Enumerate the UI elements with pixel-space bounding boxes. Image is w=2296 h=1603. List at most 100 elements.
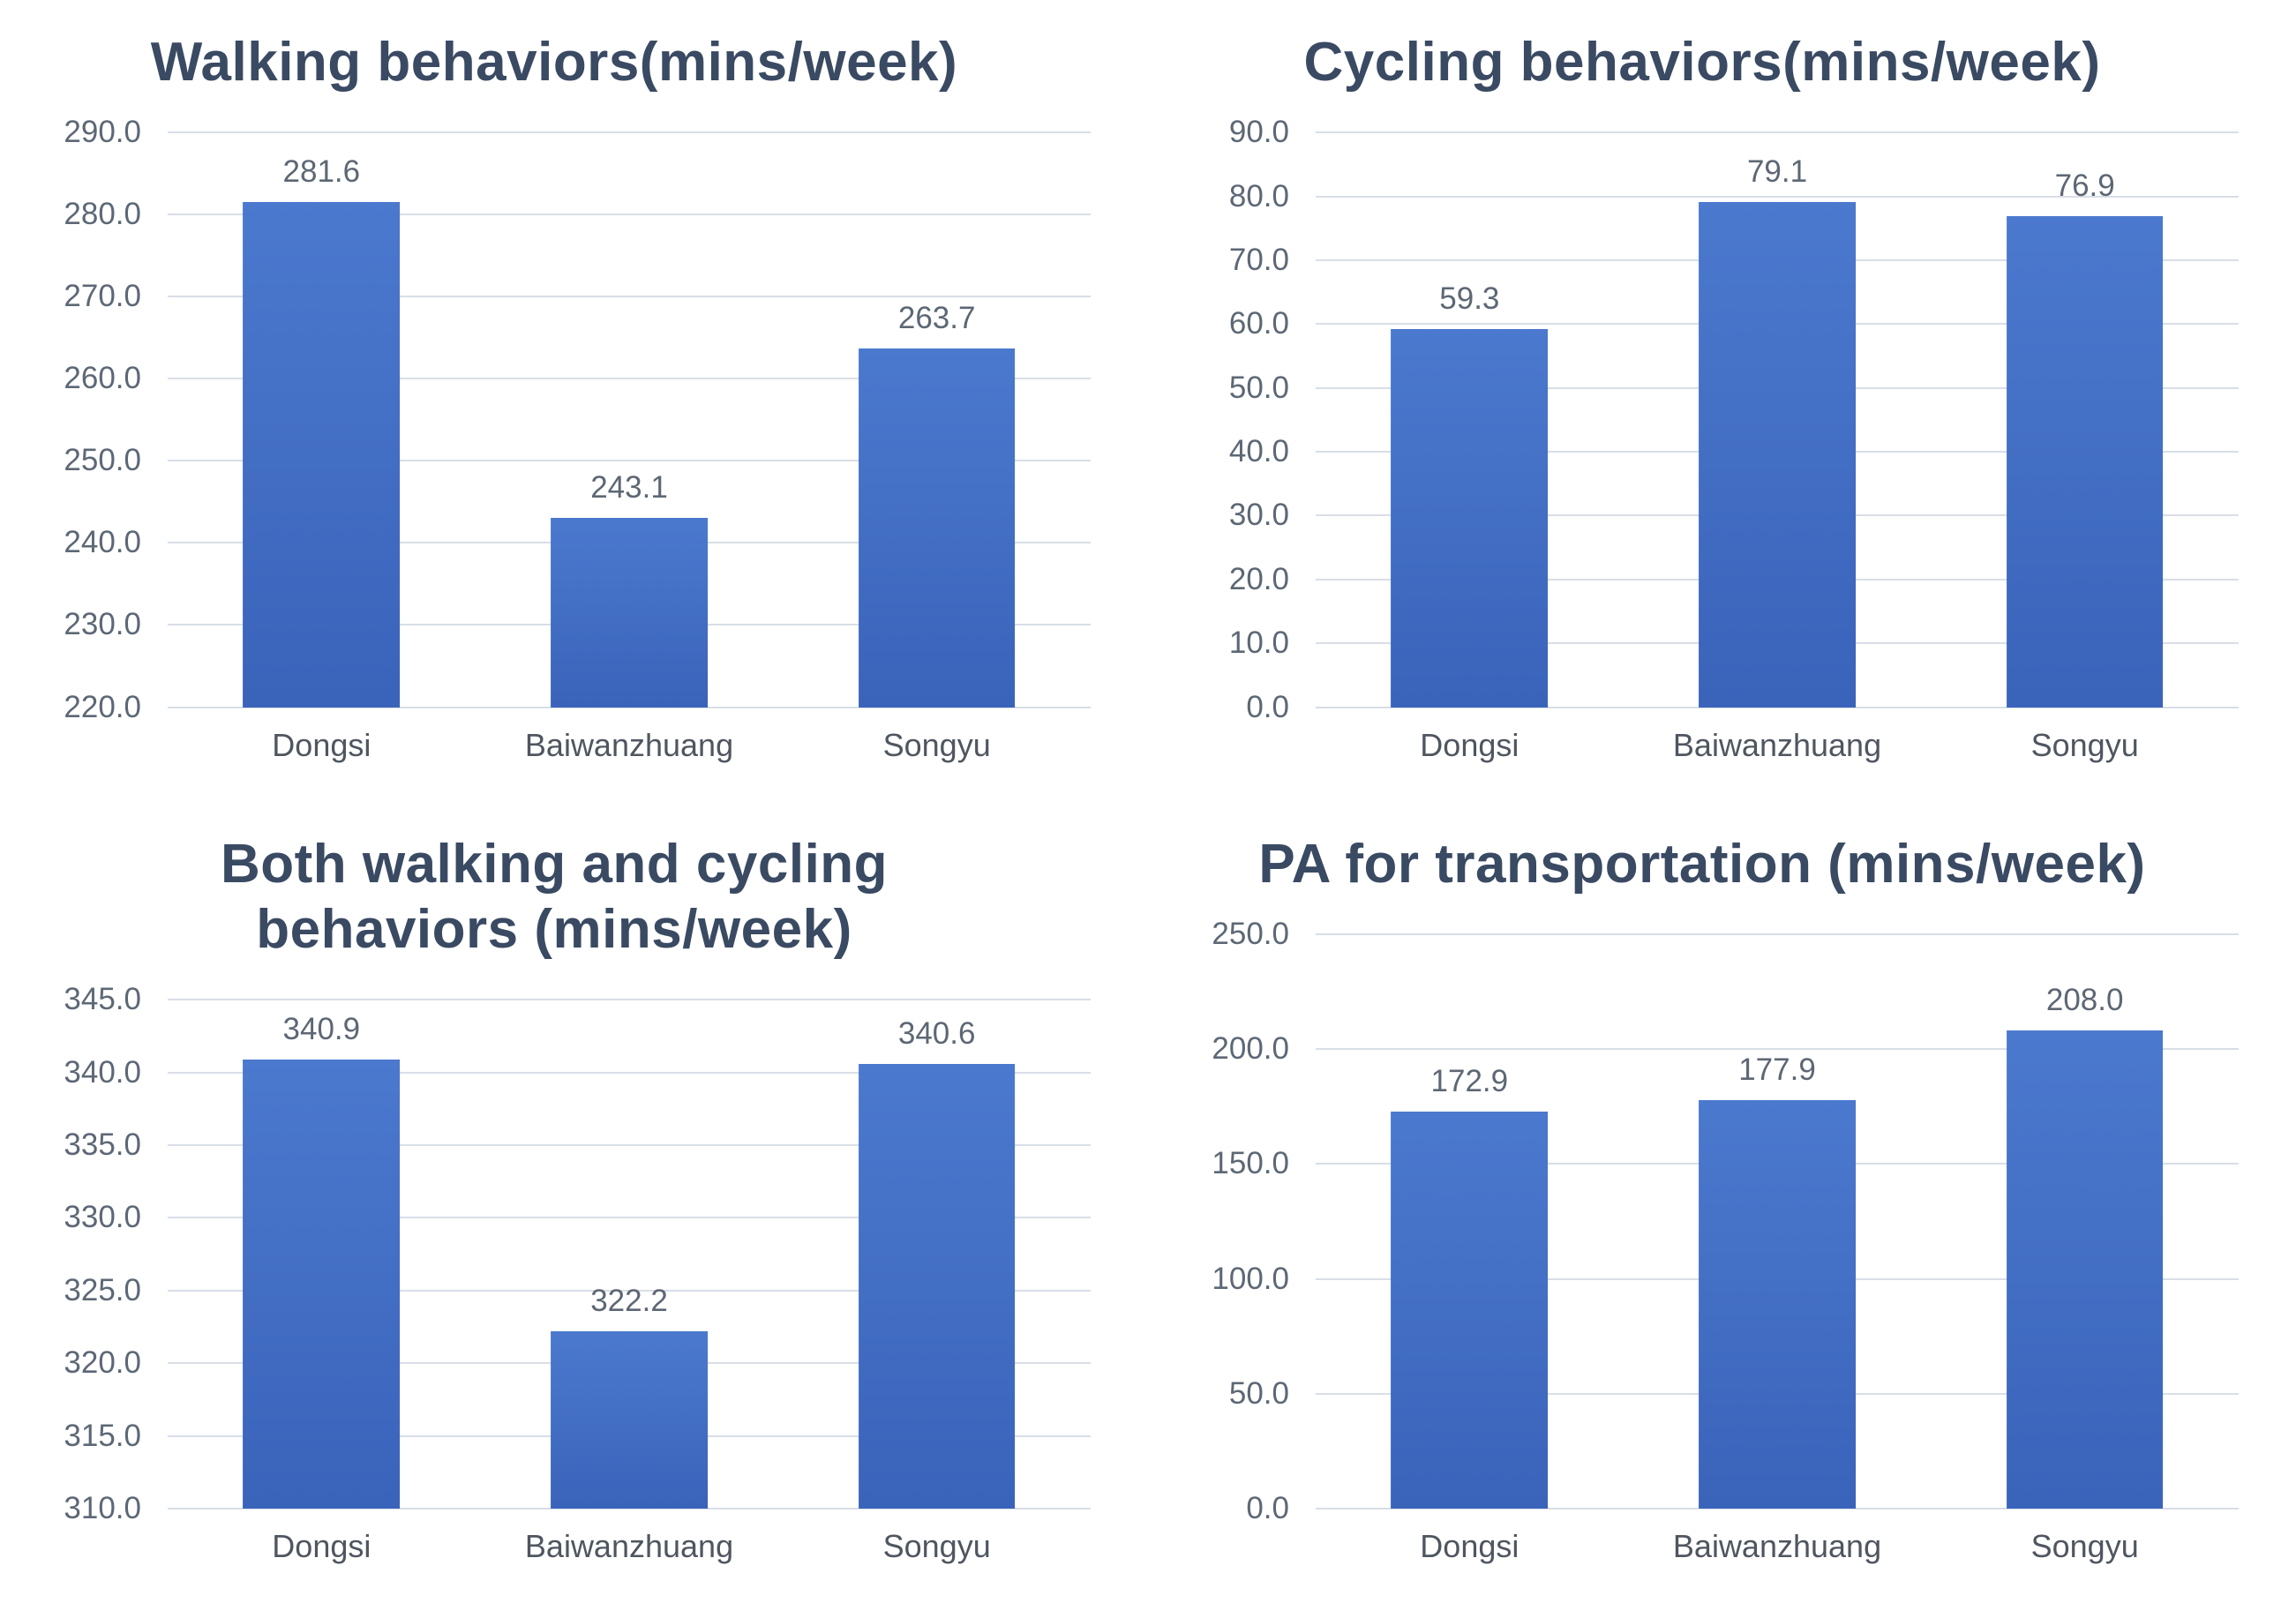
plot: 290.0 280.0 270.0 260.0 250.0 240.0 230.0 220.0… <box>18 115 1091 724</box>
category-label-baiwanzhuang: Baiwanzhuang <box>1672 726 1882 763</box>
gridline <box>168 1144 1091 1147</box>
y-axis-tick-label: 40.0 <box>1228 434 1289 469</box>
y-axis-tick-label: 320.0 <box>64 1345 141 1381</box>
y-axis-tick-label: 200.0 <box>1212 1031 1289 1067</box>
bar-slot: 76.9 <box>1931 132 2239 708</box>
x-axis: Dongsi Baiwanzhuang Songyu <box>1316 1509 2239 1581</box>
bar-songyu <box>858 348 1016 708</box>
y-axis-tick-label: 20.0 <box>1228 561 1289 596</box>
x-axis: Dongsi Baiwanzhuang Songyu <box>1316 708 2239 780</box>
category-label-dongsi: Dongsi <box>272 1528 371 1564</box>
y-axis-tick-label: 325.0 <box>64 1272 141 1307</box>
chart-title-line: Cycling behaviors(mins/week) <box>1303 32 2101 93</box>
chart-title: Walking behaviors(mins/week) <box>18 30 1091 95</box>
y-axis: 345.0 340.0 335.0 330.0 325.0 320.0 315.0 310.0 <box>18 982 168 1525</box>
bar-value-label: 322.2 <box>590 1283 668 1318</box>
category-label-songyu: Songyu <box>882 726 991 763</box>
bar-baiwanzhuang <box>1699 1099 1856 1509</box>
bar-dongsi <box>1391 328 1549 708</box>
category-label-songyu: Songyu <box>2030 726 2139 763</box>
bar-slot: 59.3 <box>1316 132 1624 708</box>
chart-title-line: PA for transportation (mins/week) <box>1258 833 2146 895</box>
bars: 340.9 322.2 340.6 <box>168 1000 1091 1509</box>
bar-slot: 281.6 <box>168 132 476 708</box>
y-axis-tick-label: 70.0 <box>1228 243 1289 278</box>
y-axis-tick-label: 335.0 <box>64 1127 141 1163</box>
chart-title: Both walking and cycling behaviors (mins/… <box>18 832 1091 963</box>
gridline <box>1316 195 2239 198</box>
bar-value-label: 208.0 <box>2045 983 2124 1018</box>
category-label-baiwanzhuang: Baiwanzhuang <box>1672 1528 1882 1564</box>
y-axis-tick-label: 220.0 <box>64 689 141 724</box>
bar-dongsi <box>1391 1111 1549 1509</box>
bar-value-label: 172.9 <box>1430 1063 1509 1098</box>
plot-area: 340.9 322.2 340.6 <box>168 999 1091 1509</box>
y-axis-tick-label: 230.0 <box>64 607 141 642</box>
category-label-dongsi: Dongsi <box>272 726 371 763</box>
gridline <box>168 999 1091 1001</box>
chart-walking-behaviors: Walking behaviors(mins/week) 290.0 280.0 2… <box>0 0 1148 802</box>
y-axis-tick-label: 260.0 <box>64 361 141 396</box>
y-axis-tick-label: 310.0 <box>64 1491 141 1525</box>
y-axis-tick-label: 90.0 <box>1228 115 1289 150</box>
y-axis-tick-label: 270.0 <box>64 279 141 314</box>
y-axis-tick-label: 60.0 <box>1228 306 1289 341</box>
y-axis-tick-label: 280.0 <box>64 197 141 232</box>
gridline <box>168 213 1091 216</box>
category-label-songyu: Songyu <box>882 1528 991 1564</box>
bar-value-label: 177.9 <box>1738 1052 1816 1087</box>
chart-both-walking-and-cycling: Both walking and cycling behaviors (mins/… <box>0 802 1148 1603</box>
y-axis: 250.0 200.0 150.0 100.0 50.0 0.0 <box>1166 917 1316 1525</box>
y-axis-tick-label: 290.0 <box>64 115 141 150</box>
gridline <box>168 1071 1091 1074</box>
y-axis-tick-label: 10.0 <box>1228 625 1289 661</box>
y-axis-tick-label: 330.0 <box>64 1200 141 1235</box>
gridline <box>168 460 1091 462</box>
category-label-songyu: Songyu <box>2030 1528 2139 1564</box>
y-axis: 290.0 280.0 270.0 260.0 250.0 240.0 230.0 220.0 <box>18 115 168 723</box>
y-axis-tick-label: 30.0 <box>1228 498 1289 533</box>
category-label-dongsi: Dongsi <box>1420 1528 1519 1564</box>
y-axis-tick-label: 50.0 <box>1228 1375 1289 1411</box>
gridline <box>1316 1508 2239 1509</box>
y-axis-tick-label: 250.0 <box>1212 916 1289 951</box>
x-axis: Dongsi Baiwanzhuang Songyu <box>168 708 1091 780</box>
gridline <box>168 296 1091 298</box>
bar-baiwanzhuang <box>1699 202 1856 708</box>
bar-value-label: 243.1 <box>590 469 668 505</box>
y-axis-tick-label: 150.0 <box>1212 1146 1289 1181</box>
category-label-baiwanzhuang: Baiwanzhuang <box>524 726 734 763</box>
y-axis-tick-label: 250.0 <box>64 443 141 478</box>
bar-value-label: 79.1 <box>1746 154 1808 190</box>
bars: 172.9 177.9 208.0 <box>1316 934 2239 1509</box>
plot-area: 172.9 177.9 208.0 <box>1316 933 2239 1509</box>
gridline <box>1316 131 2239 134</box>
gridline <box>168 1217 1091 1219</box>
chart-title-line: Both walking and cycling <box>220 833 889 895</box>
chart-title: PA for transportation (mins/week) <box>1166 832 2239 897</box>
chart-title: Cycling behaviors(mins/week) <box>1166 30 2239 95</box>
y-axis-tick-label: 345.0 <box>64 982 141 1017</box>
bar-value-label: 340.6 <box>897 1015 976 1051</box>
bar-slot: 263.7 <box>783 132 1091 708</box>
x-axis: Dongsi Baiwanzhuang Songyu <box>168 1509 1091 1581</box>
bar-baiwanzhuang <box>551 1330 708 1509</box>
y-axis-tick-label: 0.0 <box>1246 689 1289 724</box>
y-axis: 90.0 80.0 70.0 60.0 50.0 40.0 30.0 20.0 10.0 0.0 <box>1166 115 1316 723</box>
gridline <box>168 1508 1091 1509</box>
bar-slot: 208.0 <box>1931 934 2239 1509</box>
gridline <box>168 1289 1091 1292</box>
y-axis-tick-label: 0.0 <box>1246 1491 1289 1525</box>
y-axis-tick-label: 240.0 <box>64 525 141 560</box>
plot: 250.0 200.0 150.0 100.0 50.0 0.0 172.9 177.9 20… <box>1166 917 2239 1525</box>
y-axis-tick-label: 340.0 <box>64 1054 141 1090</box>
bar-slot: 322.2 <box>476 1000 784 1509</box>
bar-baiwanzhuang <box>551 517 708 708</box>
y-axis-tick-label: 315.0 <box>64 1418 141 1453</box>
bar-value-label: 281.6 <box>282 154 361 189</box>
bar-slot: 79.1 <box>1624 132 1932 708</box>
bars: 59.3 79.1 76.9 <box>1316 132 2239 708</box>
bar-slot: 172.9 <box>1316 934 1624 1509</box>
